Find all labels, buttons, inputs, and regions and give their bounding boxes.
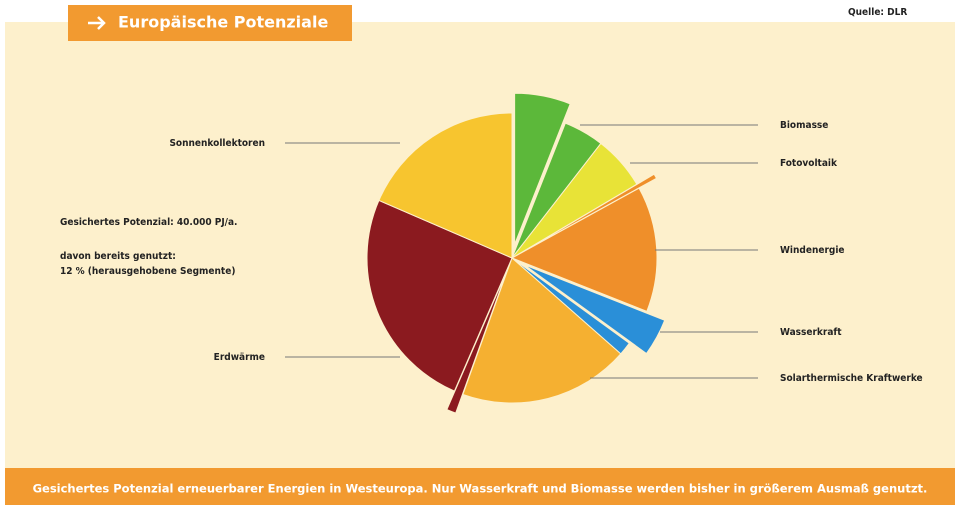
- legend-label: Biomasse: [780, 120, 828, 131]
- note: 12 % (herausgehobene Segmente): [60, 266, 235, 277]
- pie-highlight-slice: [514, 92, 571, 245]
- pie-highlight-slice: [523, 173, 658, 252]
- pie-slice: [462, 257, 622, 404]
- legend-label: Windenergie: [780, 245, 845, 256]
- header-box: [68, 5, 352, 41]
- legend-label: Solarthermische Kraftwerke: [780, 373, 923, 384]
- caption: Gesichertes Potenzial erneuerbarer Energ…: [33, 482, 928, 496]
- arrow-icon: [88, 16, 106, 30]
- pie-slice: [510, 187, 658, 313]
- note: Gesichertes Potenzial: 40.000 PJ/a.: [60, 217, 237, 228]
- header-title: Europäische Potenziale: [118, 13, 328, 32]
- pie-slice: [366, 199, 513, 392]
- legend-label: Sonnenkollektoren: [169, 138, 265, 149]
- pie-highlight-slice: [523, 264, 666, 355]
- footer-bar: [5, 468, 955, 505]
- legend-label: Wasserkraft: [780, 327, 842, 338]
- pie-slice: [378, 112, 513, 259]
- note: davon bereits genutzt:: [60, 251, 176, 262]
- legend-label: Erdwärme: [214, 352, 265, 363]
- legend-label: Fotovoltaik: [780, 158, 838, 169]
- source: Quelle: DLR: [848, 7, 907, 18]
- pie-highlight-slice: [446, 270, 508, 414]
